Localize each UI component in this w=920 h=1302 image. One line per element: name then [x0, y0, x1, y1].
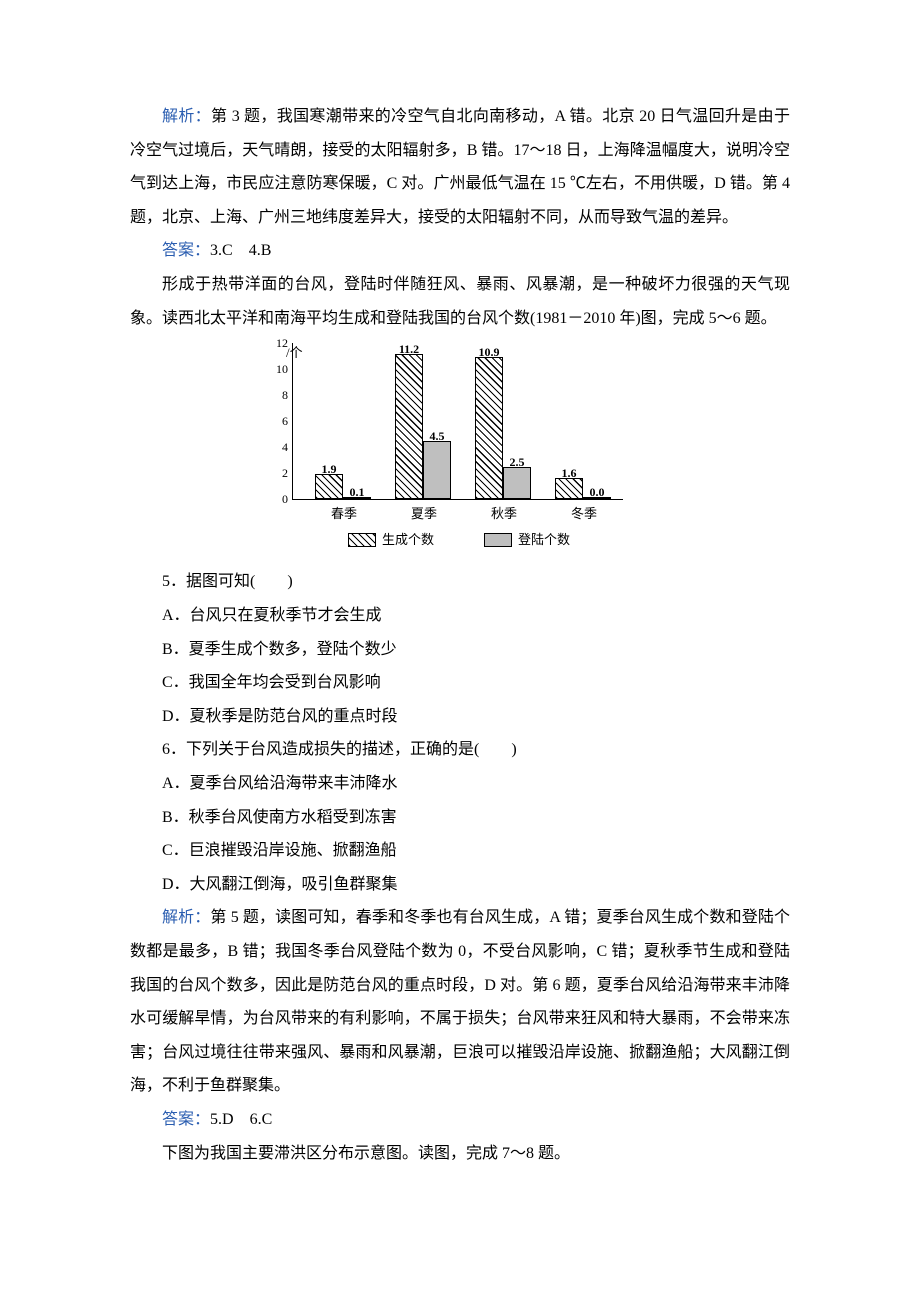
q5-option-d: D．夏秋季是防范台风的重点时段 [130, 700, 790, 734]
chart-bar: 2.5 [503, 467, 531, 500]
q6-option-b: B．秋季台风使南方水稻受到冻害 [130, 801, 790, 835]
chart-xtick: 春季 [316, 500, 372, 527]
chart-bar: 10.9 [475, 357, 503, 499]
chart-bar-value: 4.5 [430, 424, 445, 449]
chart-legend-swatch [348, 533, 376, 547]
analysis-label: 解析： [162, 108, 211, 125]
chart-xtick: 夏季 [396, 500, 452, 527]
answer-label: 答案： [162, 1111, 210, 1128]
chart-bar: 0.0 [583, 497, 611, 499]
answer-text: 5.D 6.C [210, 1111, 272, 1128]
intro-7-8: 下图为我国主要滞洪区分布示意图。读图，完成 7～8 题。 [130, 1137, 790, 1171]
typhoon-bar-chart: /个 121086420 1.90.111.24.510.92.51.60.0 … [130, 343, 790, 553]
chart-legend-label: 生成个数 [382, 526, 434, 553]
chart-legend-item: 登陆个数 [484, 526, 570, 553]
q5-option-b: B．夏季生成个数多，登陆个数少 [130, 633, 790, 667]
q6-option-a: A．夏季台风给沿海带来丰沛降水 [130, 767, 790, 801]
q6-option-c: C．巨浪摧毁沿岸设施、掀翻渔船 [130, 834, 790, 868]
chart-bar-value: 2.5 [510, 450, 525, 475]
q5-stem: 5．据图可知( ) [130, 565, 790, 599]
chart-bar-value: 11.2 [399, 337, 419, 362]
intro-5-6: 形成于热带洋面的台风，登陆时伴随狂风、暴雨、风暴潮，是一种破坏力很强的天气现象。… [130, 268, 790, 335]
chart-legend-swatch [484, 533, 512, 547]
analysis-label: 解析： [162, 909, 210, 926]
chart-bar: 0.1 [343, 497, 371, 499]
chart-plot-area: 1.90.111.24.510.92.51.60.0 [292, 343, 623, 500]
chart-xtick: 秋季 [476, 500, 532, 527]
chart-legend-label: 登陆个数 [518, 526, 570, 553]
chart-bar: 4.5 [423, 441, 451, 500]
chart-bar-value: 1.9 [322, 457, 337, 482]
chart-xtick: 冬季 [556, 500, 612, 527]
chart-bar: 1.6 [555, 478, 583, 499]
answer-text: 3.C 4.B [210, 242, 271, 259]
analysis-text: 第 3 题，我国寒潮带来的冷空气自北向南移动，A 错。北京 20 日气温回升是由… [130, 108, 790, 226]
chart-bar-value: 1.6 [562, 461, 577, 486]
q6-option-d: D．大风翻江倒海，吸引鱼群聚集 [130, 868, 790, 902]
chart-bar-value: 10.9 [479, 340, 500, 365]
chart-yaxis: 121086420 [270, 344, 288, 500]
answer-3-4: 答案：3.C 4.B [130, 234, 790, 268]
answer-5-6: 答案：5.D 6.C [130, 1103, 790, 1137]
analysis-3-4: 解析：第 3 题，我国寒潮带来的冷空气自北向南移动，A 错。北京 20 日气温回… [130, 100, 790, 234]
answer-label: 答案： [162, 242, 210, 259]
chart-legend: 生成个数 登陆个数 [294, 526, 624, 553]
q6-stem: 6．下列关于台风造成损失的描述，正确的是( ) [130, 733, 790, 767]
chart-legend-item: 生成个数 [348, 526, 434, 553]
chart-bar: 1.9 [315, 474, 343, 499]
analysis-5-6: 解析：第 5 题，读图可知，春季和冬季也有台风生成，A 错；夏季台风生成个数和登… [130, 901, 790, 1103]
chart-xaxis: 春季夏季秋季冬季 [294, 500, 624, 520]
q5-option-c: C．我国全年均会受到台风影响 [130, 666, 790, 700]
q5-option-a: A．台风只在夏秋季节才会生成 [130, 599, 790, 633]
analysis-text: 第 5 题，读图可知，春季和冬季也有台风生成，A 错；夏季台风生成个数和登陆个数… [130, 909, 790, 1094]
chart-bar: 11.2 [395, 354, 423, 500]
